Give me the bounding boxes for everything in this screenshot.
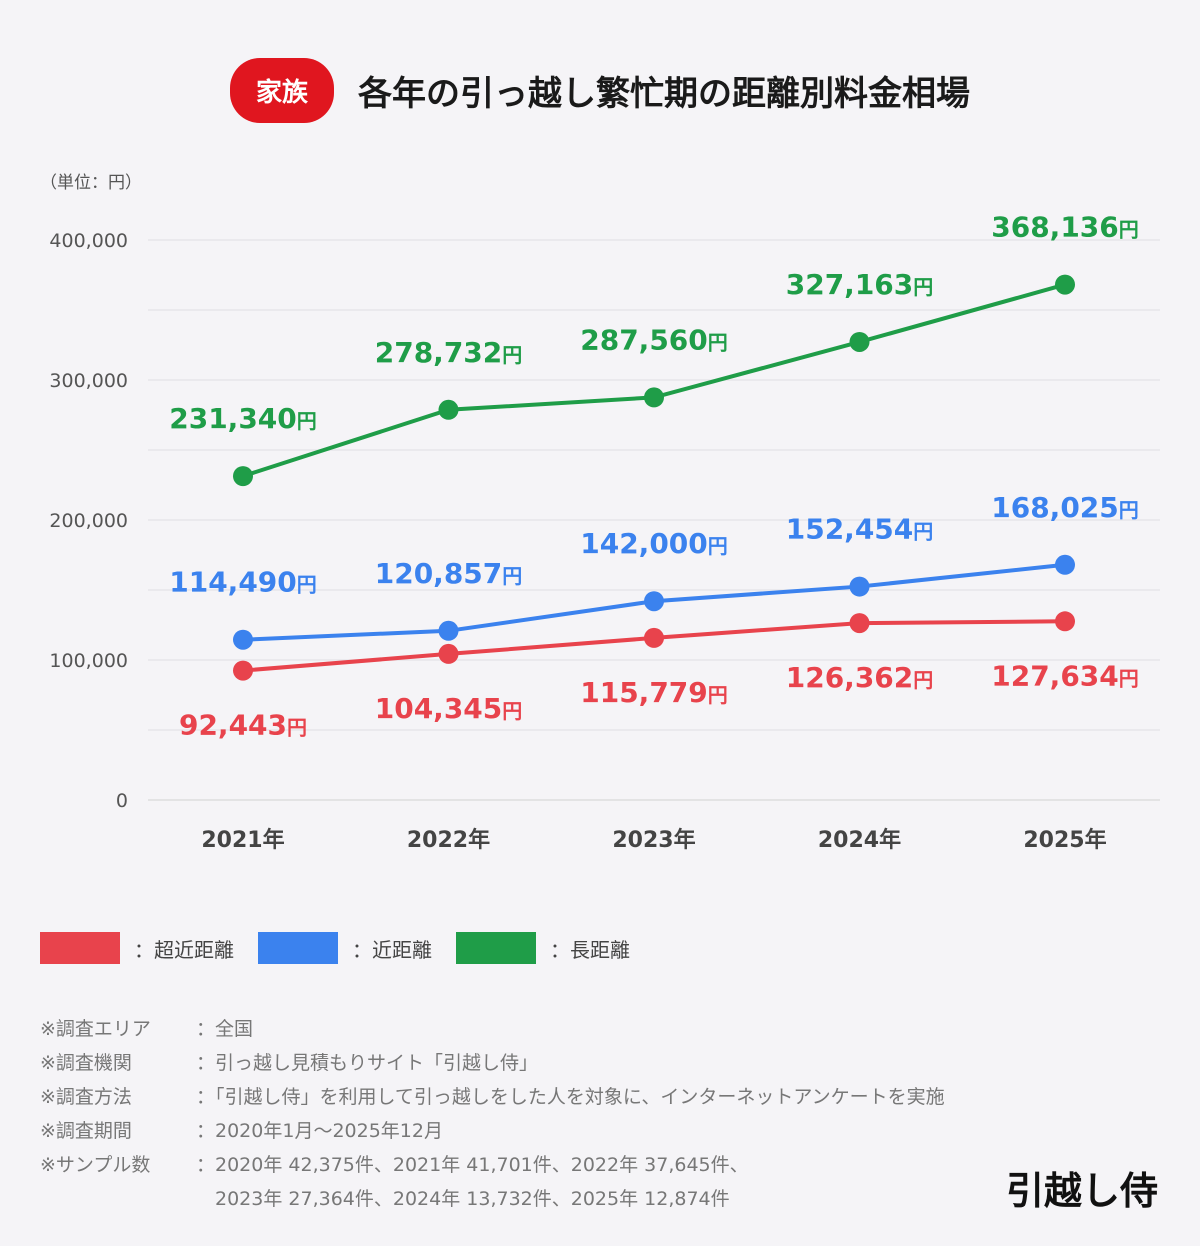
note-row: ※調査機関 ：引っ越し見積もりサイト「引越し侍」 — [40, 1052, 539, 1074]
data-label: 278,732円 — [375, 336, 523, 369]
legend-label-short: ：超近距離 — [134, 937, 234, 962]
legend-label-near: ：近距離 — [352, 937, 432, 962]
x-tick-label: 2022年 — [407, 827, 490, 853]
data-point — [233, 466, 253, 487]
data-point — [438, 399, 459, 420]
data-label: 142,000円 — [580, 527, 728, 560]
x-tick-label: 2021年 — [201, 827, 284, 853]
data-point — [644, 387, 664, 408]
data-label: 120,857円 — [375, 557, 523, 590]
unit-label: （単位：円） — [40, 173, 142, 193]
legend-swatch-short — [40, 932, 120, 964]
data-point — [1055, 554, 1075, 575]
legend-swatch-long — [456, 932, 536, 964]
data-label: 368,136円 — [991, 211, 1139, 244]
y-tick-label: 200,000 — [49, 510, 128, 532]
data-label: 231,340円 — [169, 402, 317, 435]
data-point — [438, 643, 459, 664]
data-label: 104,345円 — [375, 692, 523, 725]
note-row: 2023年 27,364件、2024年 13,732件、2025年 12,874… — [196, 1188, 730, 1210]
data-point — [233, 629, 253, 650]
legend-swatch-near — [258, 932, 338, 964]
data-label: 92,443円 — [179, 709, 307, 742]
note-row: ※調査期間 ：2020年1月～2025年12月 — [40, 1120, 443, 1142]
data-label: 152,454円 — [786, 513, 934, 546]
category-badge: 家族 — [229, 58, 334, 123]
chart-title: 各年の引っ越し繁忙期の距離別料金相場 — [358, 74, 970, 114]
chart-header: 家族 各年の引っ越し繁忙期の距離別料金相場 — [0, 58, 1200, 123]
y-tick-label: 100,000 — [49, 650, 128, 672]
line-chart: 0 100,000 200,000 300,000 400,000 2021年 2022年 2… — [49, 211, 1160, 853]
data-point — [1055, 611, 1075, 632]
note-row: ※調査エリア ：全国 — [40, 1018, 254, 1040]
data-point — [644, 627, 664, 648]
data-label: 126,362円 — [786, 661, 934, 694]
data-label: 327,163円 — [786, 268, 934, 301]
data-point — [644, 591, 664, 612]
data-label: 115,779円 — [580, 676, 728, 709]
note-row: ※調査方法 ：「引越し侍」を利用して引っ越しをした人を対象に、インターネットアンケ… — [40, 1086, 945, 1108]
x-tick-label: 2025年 — [1023, 827, 1106, 853]
note-row: ※サンプル数 ：2020年 42,375件、2021年 41,701件、2022年… — [40, 1154, 749, 1176]
x-tick-label: 2023年 — [612, 827, 695, 853]
data-point — [438, 620, 459, 641]
data-point — [849, 613, 870, 634]
data-label: 287,560円 — [580, 323, 728, 356]
brand-logo: 引越し侍 — [1005, 1169, 1158, 1213]
data-label: 168,025円 — [991, 491, 1139, 524]
legend: ：超近距離 ：近距離 ：長距離 — [40, 932, 654, 964]
data-label: 114,490円 — [169, 566, 317, 599]
data-point — [849, 331, 870, 352]
data-point — [1055, 274, 1075, 295]
legend-label-long: ：長距離 — [550, 937, 630, 962]
data-point — [849, 576, 870, 597]
data-point — [233, 660, 253, 681]
x-tick-label: 2024年 — [818, 827, 901, 853]
y-tick-label: 0 — [116, 790, 128, 812]
y-tick-label: 400,000 — [49, 230, 128, 252]
y-tick-label: 300,000 — [49, 370, 128, 392]
data-label: 127,634円 — [991, 659, 1139, 692]
survey-notes: ※調査エリア ：全国 ※調査機関 ：引っ越し見積もりサイト「引越し侍」 ※調査方法：… — [40, 1012, 945, 1216]
